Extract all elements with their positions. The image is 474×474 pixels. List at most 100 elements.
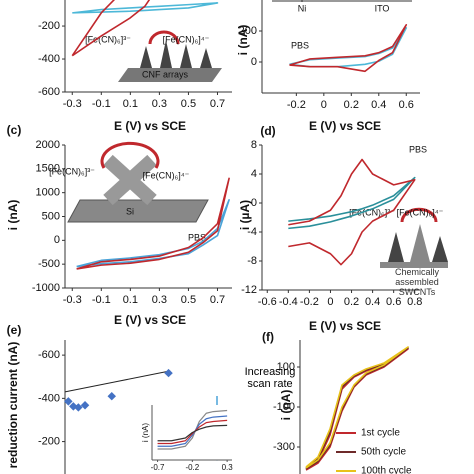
- annotation: CNF arrays: [142, 69, 189, 79]
- annotation: [Fe(CN)₆]³⁻: [49, 166, 95, 176]
- y-tick-label: -1000: [32, 282, 60, 294]
- x-tick-label: 0.7: [210, 294, 225, 306]
- illustration-c: [67, 141, 209, 223]
- y-tick-label: 0: [251, 56, 257, 68]
- scatter-point: [80, 401, 90, 410]
- data-line: [288, 176, 416, 230]
- panel-label: (d): [260, 124, 275, 138]
- data-line: [76, 199, 230, 268]
- data-line: [305, 346, 409, 469]
- x-tick-label: 0.5: [181, 294, 196, 306]
- data-line: [72, 2, 219, 14]
- x-tick-label: 0: [327, 296, 333, 308]
- y-tick-label: -600: [38, 86, 60, 98]
- inset-x-tick-label: 0.3: [222, 463, 234, 472]
- y-tick-label: 500: [42, 210, 60, 222]
- y-tick-label: -12: [241, 284, 257, 296]
- x-tick-label: -0.2: [287, 99, 306, 111]
- scatter-point: [164, 368, 173, 378]
- x-tick-label: 0.1: [123, 98, 138, 110]
- y-axis-label: i (µA): [238, 200, 252, 230]
- annotation: [Fe(CN)₆]⁴⁻: [163, 34, 210, 44]
- illustration-b: [272, 0, 412, 2]
- inset-x-tick-label: -0.2: [185, 463, 199, 472]
- data-line: [64, 370, 171, 393]
- y-tick-label: -600: [38, 349, 60, 361]
- y-tick-label: 1000: [36, 187, 60, 199]
- x-tick-label: 0.3: [152, 294, 167, 306]
- x-tick-label: 0.5: [181, 98, 196, 110]
- x-tick-label: 0.7: [210, 98, 225, 110]
- scatter-point: [74, 403, 83, 412]
- x-tick-label: 0: [321, 99, 327, 111]
- x-tick-label: -0.1: [92, 294, 111, 306]
- x-axis-label: E (V) vs SCE: [309, 119, 381, 133]
- inset-x-tick-label: -0.7: [151, 463, 165, 472]
- y-axis-label: reduction current (nA): [6, 342, 20, 469]
- y-tick-label: -300: [273, 441, 295, 453]
- y-axis-label: i (nA): [279, 390, 293, 421]
- x-tick-label: -0.3: [63, 294, 82, 306]
- y-axis-label: i (nA): [6, 200, 20, 231]
- y-axis-label: i (nA): [236, 25, 250, 56]
- x-tick-label: -0.6: [258, 296, 277, 308]
- x-tick-label: 0.1: [123, 294, 138, 306]
- x-axis-label: E (V) vs SCE: [309, 319, 381, 333]
- annotation: PBS: [291, 40, 309, 50]
- data-line: [157, 424, 228, 442]
- annotation: [Fe(CN)₆]⁴⁻: [397, 207, 444, 217]
- x-tick-label: -0.2: [300, 296, 319, 308]
- data-line: [288, 158, 416, 266]
- panel-label: (e): [7, 323, 22, 337]
- annotation: [Fe(CN)₆]³⁻: [349, 207, 395, 217]
- y-tick-label: 200: [239, 25, 257, 37]
- y-tick-label: -400: [38, 53, 60, 65]
- data-line: [71, 0, 151, 57]
- y-tick-label: -500: [38, 258, 60, 270]
- x-tick-label: 0.2: [344, 296, 359, 308]
- annotation: [Fe(CN)₆]³⁻: [85, 34, 131, 44]
- x-axis-label: E (V) vs SCE: [114, 313, 186, 327]
- y-tick-label: -4: [247, 226, 257, 238]
- y-tick-label: -200: [38, 435, 60, 447]
- y-tick-label: 100: [277, 361, 295, 373]
- annotation: Chemically assembled SWCNTs: [394, 267, 439, 297]
- x-tick-label: -0.3: [63, 98, 82, 110]
- x-tick-label: 0.2: [344, 99, 359, 111]
- annotation: PBS: [188, 232, 206, 242]
- illustration-a: [118, 30, 222, 82]
- panel-label: (c): [7, 123, 22, 137]
- y-tick-label: 1500: [36, 163, 60, 175]
- x-tick-label: 0.3: [152, 98, 167, 110]
- y-tick-label: 0: [251, 197, 257, 209]
- annotation: ITO: [375, 3, 390, 13]
- x-tick-label: 0.4: [365, 296, 380, 308]
- data-line: [289, 24, 408, 73]
- y-tick-label: -400: [38, 392, 60, 404]
- y-tick-label: 8: [251, 139, 257, 151]
- illustration-d: [380, 207, 448, 268]
- legend-label: 50th cycle: [361, 447, 406, 458]
- scatter-point: [64, 397, 73, 406]
- x-tick-label: 0.4: [371, 99, 386, 111]
- legend-label: 100th cycle: [361, 466, 412, 474]
- annotation: Ni: [298, 3, 307, 13]
- x-tick-label: 0.6: [386, 296, 401, 308]
- legend-label: 1st cycle: [361, 428, 400, 439]
- data-line: [76, 177, 230, 270]
- scatter-point: [107, 391, 117, 401]
- x-tick-label: 0.6: [399, 99, 414, 111]
- x-tick-label: 0.8: [407, 296, 422, 308]
- annotation: [Fe(CN)₆]⁴⁻: [143, 170, 190, 180]
- inset-y-label: i (nA): [141, 423, 150, 442]
- annotation: Si: [126, 206, 134, 216]
- y-tick-label: -200: [38, 20, 60, 32]
- x-tick-label: -0.4: [279, 296, 298, 308]
- y-tick-label: -100: [273, 401, 295, 413]
- annotation: PBS: [409, 144, 427, 154]
- y-tick-label: 0: [54, 234, 60, 246]
- panel-label: (f): [262, 330, 274, 344]
- y-tick-label: -8: [247, 255, 257, 267]
- y-tick-label: 4: [251, 168, 257, 180]
